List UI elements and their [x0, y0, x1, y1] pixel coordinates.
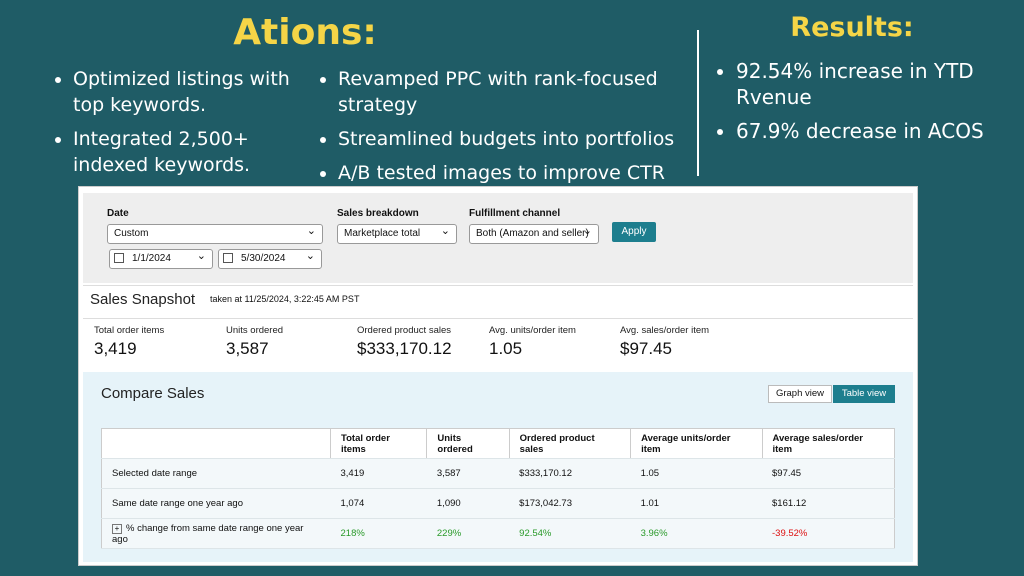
metric-value: $97.45	[620, 339, 672, 358]
table-row: +% change from same date range one year …	[101, 518, 895, 549]
dropdown[interactable]: Custom	[107, 222, 323, 244]
header-cell: Ordered product sales	[508, 428, 631, 459]
cell-text: 218%	[340, 528, 365, 539]
cell-text: % change from same date range one year a…	[112, 522, 304, 545]
bullet: Revamped PPC with rank-focused strategy	[338, 66, 708, 118]
table-cell: Same date range one year ago	[101, 488, 331, 519]
table-cell: -39.52%	[762, 518, 895, 549]
metric-label: Ordered product sales	[357, 325, 451, 336]
actions-list: Optimized listings with top keywords. Int…	[55, 66, 318, 186]
cell-text: 1.05	[640, 468, 660, 479]
separator	[83, 318, 913, 319]
header-cell: Total order items	[329, 428, 427, 459]
expand-icon[interactable]: +	[112, 523, 122, 534]
cell-text: Same date range one year ago	[112, 498, 243, 509]
view-toggle[interactable]: Table view	[833, 385, 895, 403]
cell-text: 3.96%	[640, 528, 668, 539]
table-cell: $161.12	[762, 488, 895, 519]
results-title: Results:	[790, 12, 914, 43]
cell-text: $173,042.73	[519, 498, 572, 509]
table-cell: $333,170.12	[509, 458, 631, 489]
dropdown[interactable]: Both (Amazon and seller)	[469, 222, 599, 244]
table-cell: $97.45	[762, 458, 895, 489]
divider	[697, 30, 699, 176]
bullet: 92.54% increase in YTD Rvenue	[736, 58, 1024, 110]
table-cell: 1.01	[630, 488, 762, 519]
cell-text: 1.01	[640, 498, 660, 509]
results-list: 92.54% increase in YTD Rvenue 67.9% decre…	[718, 58, 1024, 152]
table-cell: $173,042.73	[509, 488, 631, 519]
metric-label: Total order items	[94, 325, 165, 336]
cell-text: Selected date range	[112, 468, 198, 479]
view-toggle[interactable]: Graph view	[768, 385, 832, 403]
table-cell: 1.05	[630, 458, 762, 489]
compare-title: Compare Sales	[101, 385, 205, 402]
table-cell: 229%	[426, 518, 510, 549]
label: Sales breakdown	[337, 208, 419, 219]
metric-label: Avg. sales/order item	[620, 325, 710, 336]
metric-value: $333,170.12	[357, 339, 452, 358]
label: Fulfillment channel	[469, 208, 561, 219]
actions-title: Ations:	[233, 12, 377, 53]
cell-text: 3,587	[436, 468, 461, 479]
header-cell: Average units/order item	[630, 428, 762, 459]
cell-text: $97.45	[772, 468, 802, 479]
cell-text: 1,090	[436, 498, 461, 509]
cell-text: 3,419	[340, 468, 365, 479]
cell-text: 229%	[436, 528, 462, 539]
calendar-icon	[114, 253, 124, 263]
snapshot-time: taken at 11/25/2024, 3:22:45 AM PST	[210, 294, 360, 304]
header-cell: Units ordered	[426, 428, 510, 459]
apply-button[interactable]: Apply	[612, 222, 656, 242]
label: Date	[107, 208, 129, 219]
table-cell: 218%	[330, 518, 427, 549]
actions-list: Revamped PPC with rank-focused strategy S…	[320, 66, 708, 194]
table-cell: 1,090	[426, 488, 510, 519]
metric-value: 1.05	[489, 339, 523, 358]
metric-value: 3,419	[94, 339, 137, 358]
bullet: A/B tested images to improve CTR	[338, 160, 708, 186]
calendar-icon	[223, 253, 233, 263]
compare-table: Total order items Units ordered Ordered pr…	[101, 428, 895, 549]
dropdown[interactable]: Marketplace total	[337, 222, 457, 244]
metric-label: Units ordered	[226, 325, 284, 336]
snapshot-title: Sales Snapshot	[90, 291, 196, 308]
table-cell: 3.96%	[630, 518, 762, 549]
table-row: Same date range one year ago 1,074 1,090 $1…	[101, 488, 895, 519]
cell-text: 92.54%	[519, 528, 552, 539]
separator	[83, 285, 913, 286]
table-cell: 1,074	[330, 488, 427, 519]
table-cell: 92.54%	[509, 518, 631, 549]
table-cell: 3,419	[330, 458, 427, 489]
bullet: Streamlined budgets into portfolios	[338, 126, 708, 152]
cell-text: $333,170.12	[519, 468, 572, 479]
bullet: Integrated 2,500+ indexed keywords.	[73, 126, 318, 178]
bullet: 67.9% decrease in ACOS	[736, 118, 1024, 144]
table-cell: 3,587	[426, 458, 510, 489]
table-cell: Selected date range	[101, 458, 331, 489]
metric-label: Avg. units/order item	[489, 325, 576, 336]
cell-text: 1,074	[340, 498, 365, 509]
date-input[interactable]: 1/1/2024	[109, 247, 213, 269]
cell-text: $161.12	[772, 498, 807, 509]
cell-text: -39.52%	[772, 528, 808, 539]
bullet: Optimized listings with top keywords.	[73, 66, 318, 118]
table-row: Selected date range 3,419 3,587 $333,170.12…	[101, 458, 895, 489]
header-cell	[101, 428, 331, 459]
table-cell: +% change from same date range one year …	[101, 518, 331, 549]
header-cell: Average sales/order item	[761, 428, 895, 459]
metric-value: 3,587	[226, 339, 269, 358]
date-input[interactable]: 5/30/2024	[218, 247, 322, 269]
